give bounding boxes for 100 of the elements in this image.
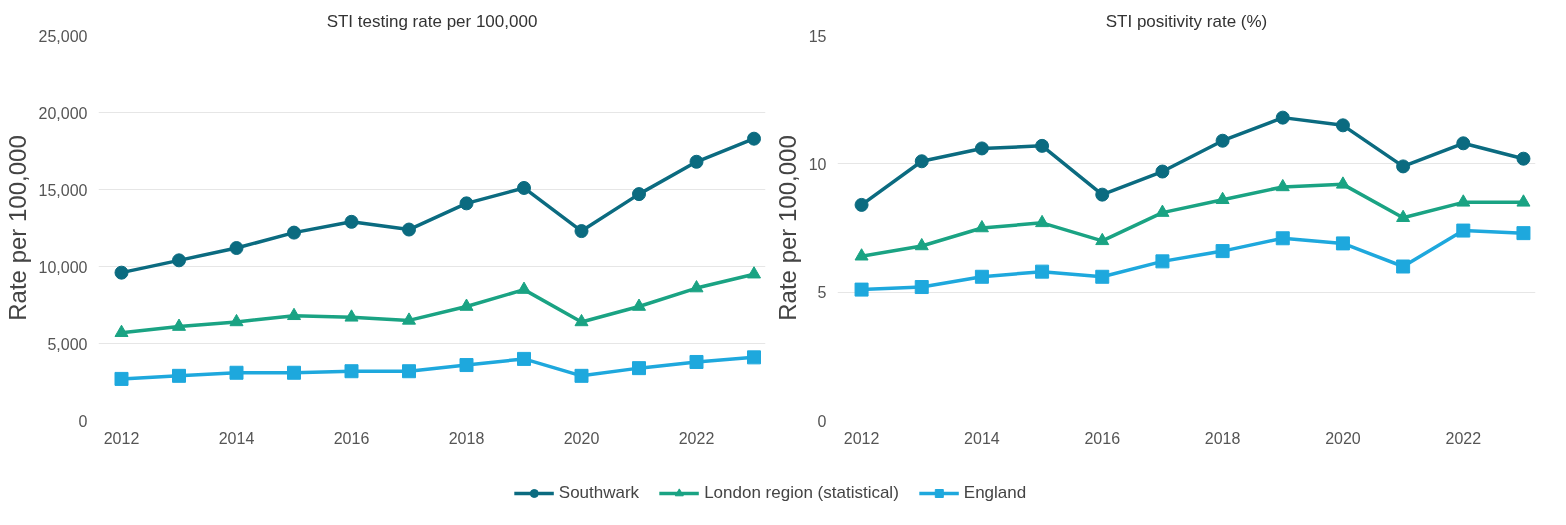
point bbox=[689, 154, 704, 169]
point bbox=[1275, 178, 1290, 192]
point bbox=[459, 298, 474, 311]
y-tick-label: 5 bbox=[817, 284, 827, 302]
point bbox=[229, 241, 244, 256]
x-tick-label: 2016 bbox=[333, 429, 370, 447]
point bbox=[229, 365, 244, 380]
point bbox=[287, 225, 301, 240]
point bbox=[1396, 159, 1411, 174]
point bbox=[974, 141, 989, 156]
point bbox=[1516, 151, 1531, 166]
y-tick-label: 10 bbox=[808, 155, 827, 173]
point bbox=[854, 197, 869, 212]
point bbox=[1456, 136, 1471, 151]
point bbox=[1335, 236, 1350, 251]
x-tick-label: 2022 bbox=[1445, 429, 1482, 447]
y-tick-label: 0 bbox=[78, 412, 88, 430]
x-tick-label: 2012 bbox=[843, 429, 880, 447]
x-tick-label: 2020 bbox=[1325, 429, 1361, 447]
point bbox=[1335, 176, 1350, 189]
x-tick-label: 2018 bbox=[1204, 429, 1241, 447]
point bbox=[1035, 138, 1050, 153]
point bbox=[574, 368, 589, 383]
x-tick-label: 2014 bbox=[964, 429, 1000, 447]
point bbox=[344, 309, 359, 322]
point bbox=[459, 196, 474, 211]
point bbox=[344, 364, 359, 379]
point bbox=[172, 368, 186, 383]
point bbox=[632, 361, 646, 376]
y-axis-title: Rate per 100,000 bbox=[773, 135, 801, 321]
point bbox=[854, 248, 869, 261]
point bbox=[1516, 226, 1531, 241]
chart-title: STI testing rate per 100,000 bbox=[326, 11, 538, 31]
point bbox=[172, 253, 186, 268]
point bbox=[402, 222, 416, 237]
point bbox=[114, 324, 129, 337]
x-tick-label: 2020 bbox=[563, 429, 600, 447]
point bbox=[517, 180, 531, 195]
point bbox=[1456, 194, 1471, 207]
point bbox=[632, 298, 646, 311]
x-tick-label: 2012 bbox=[103, 429, 140, 447]
point bbox=[402, 312, 416, 325]
point bbox=[1215, 244, 1230, 259]
point bbox=[1095, 269, 1110, 284]
point bbox=[689, 280, 704, 293]
point bbox=[689, 354, 704, 369]
y-tick-label: 5,000 bbox=[47, 335, 88, 353]
point bbox=[1155, 164, 1170, 179]
legend-label: England bbox=[963, 482, 1027, 503]
y-axis-title: Rate per 100,000 bbox=[3, 135, 31, 321]
point bbox=[1275, 231, 1290, 246]
point bbox=[1215, 133, 1230, 148]
x-tick-label: 2018 bbox=[448, 429, 485, 447]
point bbox=[517, 351, 531, 366]
chart-title: STI positivity rate (%) bbox=[1105, 11, 1268, 31]
point bbox=[287, 365, 301, 380]
point bbox=[402, 364, 416, 379]
y-tick-label: 15 bbox=[808, 27, 827, 45]
point bbox=[854, 282, 869, 297]
point bbox=[114, 371, 129, 386]
point bbox=[914, 154, 929, 169]
y-tick-label: 20,000 bbox=[38, 104, 88, 122]
point bbox=[287, 307, 301, 321]
point bbox=[1095, 232, 1110, 246]
point bbox=[1335, 118, 1350, 133]
legend-label: Southwark bbox=[558, 482, 640, 503]
point bbox=[459, 358, 474, 373]
point bbox=[914, 237, 929, 251]
point bbox=[1155, 254, 1170, 269]
point bbox=[229, 313, 244, 327]
point bbox=[1035, 214, 1050, 228]
point bbox=[517, 281, 531, 294]
y-tick-label: 10,000 bbox=[38, 258, 88, 276]
point bbox=[1396, 259, 1411, 274]
point bbox=[1456, 223, 1471, 238]
point bbox=[1095, 187, 1110, 202]
point bbox=[747, 350, 761, 365]
point bbox=[114, 265, 129, 280]
x-tick-label: 2022 bbox=[678, 429, 715, 447]
point bbox=[747, 131, 761, 146]
point bbox=[632, 187, 646, 202]
point bbox=[574, 313, 589, 327]
legend-label: London region (statistical) bbox=[704, 482, 899, 503]
point bbox=[974, 219, 989, 233]
x-tick-label: 2014 bbox=[218, 429, 255, 447]
y-tick-label: 15,000 bbox=[38, 181, 88, 199]
point bbox=[1396, 209, 1411, 222]
point bbox=[172, 318, 186, 331]
point bbox=[1275, 110, 1290, 125]
y-tick-label: 0 bbox=[817, 412, 827, 430]
point bbox=[974, 269, 989, 284]
point bbox=[1035, 264, 1050, 279]
point bbox=[914, 280, 929, 295]
y-tick-label: 25,000 bbox=[38, 27, 88, 45]
point bbox=[747, 266, 761, 279]
point bbox=[1215, 191, 1230, 205]
point bbox=[1516, 194, 1531, 207]
x-tick-label: 2016 bbox=[1084, 429, 1121, 447]
point bbox=[344, 214, 359, 229]
point bbox=[574, 224, 589, 239]
